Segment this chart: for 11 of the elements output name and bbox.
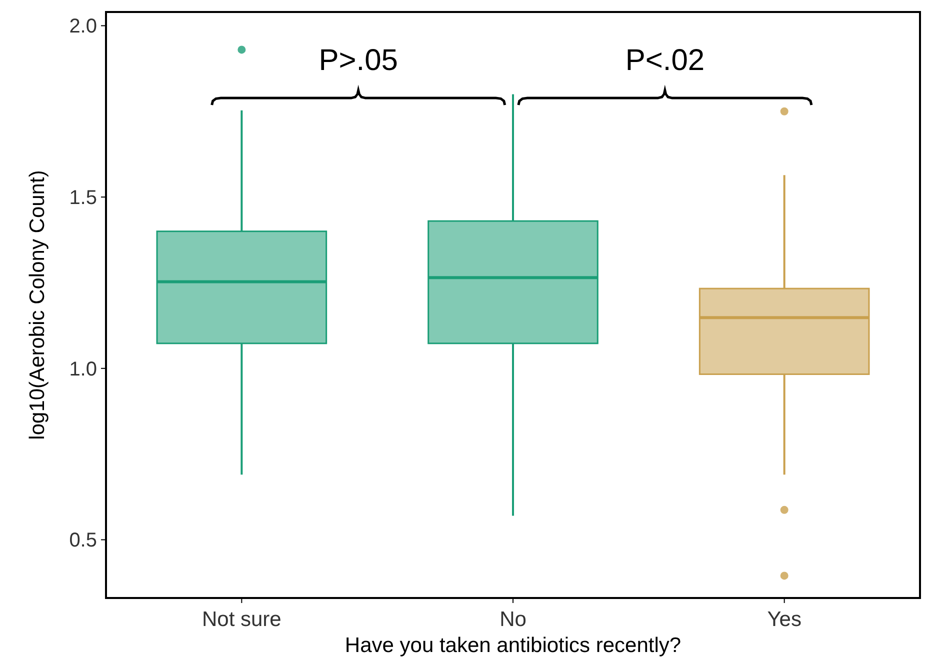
y-tick-label: 1.5 [69, 187, 97, 210]
annotation: P<.02 [625, 44, 705, 77]
y-axis-title: log10(Aerobic Colony Count) [26, 170, 49, 440]
x-tick-label: Not sure [202, 608, 282, 631]
y-tick-label: 1.0 [69, 358, 97, 380]
y-tick-label: 2.0 [69, 16, 97, 38]
y-tick-label: 0.5 [69, 530, 97, 552]
x-tick-label: No [500, 608, 526, 631]
x-axis-title: Have you taken antibiotics recently? [344, 634, 682, 657]
annotation: P>.05 [318, 44, 398, 77]
x-tick-label: Yes [767, 608, 802, 631]
